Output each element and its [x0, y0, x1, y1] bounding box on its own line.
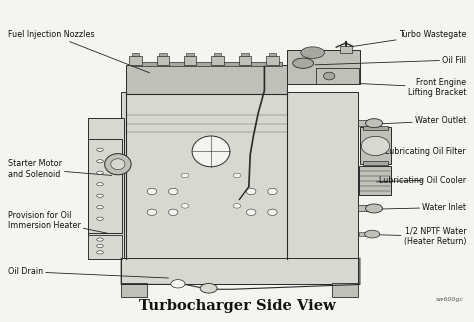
FancyBboxPatch shape — [129, 56, 142, 65]
Ellipse shape — [365, 119, 383, 128]
Ellipse shape — [97, 171, 103, 174]
Text: Fuel Injection Nozzles: Fuel Injection Nozzles — [8, 30, 150, 73]
Ellipse shape — [105, 154, 131, 175]
Ellipse shape — [323, 72, 335, 80]
Text: Starter Motor
and Solenoid: Starter Motor and Solenoid — [8, 159, 112, 179]
Ellipse shape — [97, 194, 103, 197]
Ellipse shape — [168, 209, 178, 215]
Ellipse shape — [97, 217, 103, 220]
Ellipse shape — [97, 206, 103, 209]
FancyBboxPatch shape — [359, 166, 391, 195]
Ellipse shape — [268, 209, 277, 215]
Ellipse shape — [246, 209, 256, 215]
Ellipse shape — [111, 159, 125, 170]
FancyBboxPatch shape — [266, 56, 279, 65]
Text: Oil Fill: Oil Fill — [315, 55, 466, 65]
Ellipse shape — [361, 136, 390, 156]
Ellipse shape — [168, 188, 178, 195]
FancyBboxPatch shape — [132, 53, 139, 56]
Text: Provision for Oil
Immersion Heater: Provision for Oil Immersion Heater — [8, 211, 107, 233]
Ellipse shape — [97, 183, 103, 186]
Ellipse shape — [365, 204, 383, 213]
FancyBboxPatch shape — [88, 118, 124, 259]
FancyBboxPatch shape — [211, 56, 224, 65]
FancyBboxPatch shape — [214, 53, 221, 56]
Ellipse shape — [365, 230, 380, 238]
Text: Front Engine
Lifting Bracket: Front Engine Lifting Bracket — [336, 78, 466, 97]
Ellipse shape — [192, 136, 230, 167]
FancyBboxPatch shape — [317, 68, 359, 84]
FancyBboxPatch shape — [241, 53, 249, 56]
Ellipse shape — [181, 173, 189, 178]
FancyBboxPatch shape — [298, 59, 310, 63]
Text: Lubricating Oil Filter: Lubricating Oil Filter — [379, 147, 466, 156]
FancyBboxPatch shape — [239, 56, 251, 65]
Text: Oil Drain: Oil Drain — [8, 267, 168, 278]
FancyBboxPatch shape — [131, 62, 282, 66]
Text: 1/2 NPTF Water
(Heater Return): 1/2 NPTF Water (Heater Return) — [376, 227, 466, 246]
FancyBboxPatch shape — [121, 258, 357, 284]
Ellipse shape — [233, 173, 241, 178]
FancyBboxPatch shape — [331, 283, 357, 297]
FancyBboxPatch shape — [357, 120, 376, 126]
FancyBboxPatch shape — [363, 161, 388, 165]
FancyBboxPatch shape — [363, 126, 388, 129]
FancyBboxPatch shape — [121, 259, 357, 284]
Ellipse shape — [97, 244, 103, 248]
Ellipse shape — [233, 204, 241, 208]
FancyBboxPatch shape — [159, 53, 166, 56]
Ellipse shape — [97, 238, 103, 241]
FancyBboxPatch shape — [184, 56, 196, 65]
Ellipse shape — [181, 204, 189, 208]
FancyBboxPatch shape — [121, 283, 147, 297]
FancyBboxPatch shape — [357, 205, 376, 211]
Text: sw600gc: sw600gc — [436, 297, 464, 302]
Ellipse shape — [268, 188, 277, 195]
FancyBboxPatch shape — [88, 235, 122, 259]
Ellipse shape — [97, 148, 103, 151]
FancyBboxPatch shape — [359, 232, 375, 236]
Text: Lubricating Oil Cooler: Lubricating Oil Cooler — [376, 176, 466, 185]
FancyBboxPatch shape — [360, 127, 391, 164]
Ellipse shape — [293, 58, 314, 68]
Ellipse shape — [200, 283, 217, 293]
Ellipse shape — [97, 251, 103, 254]
Ellipse shape — [246, 188, 256, 195]
Text: Turbo Wastegate: Turbo Wastegate — [348, 30, 466, 47]
Ellipse shape — [97, 160, 103, 163]
FancyBboxPatch shape — [88, 138, 122, 233]
Ellipse shape — [301, 47, 324, 58]
Text: Water Outlet: Water Outlet — [374, 117, 466, 126]
Ellipse shape — [171, 279, 185, 288]
FancyBboxPatch shape — [156, 56, 169, 65]
FancyBboxPatch shape — [121, 92, 357, 259]
Text: Water Inlet: Water Inlet — [376, 203, 466, 212]
Ellipse shape — [147, 209, 156, 215]
Text: Turbocharger Side View: Turbocharger Side View — [138, 299, 336, 313]
FancyBboxPatch shape — [126, 65, 287, 94]
FancyBboxPatch shape — [186, 53, 194, 56]
FancyBboxPatch shape — [287, 50, 360, 84]
FancyBboxPatch shape — [340, 46, 352, 52]
FancyBboxPatch shape — [269, 53, 276, 56]
Ellipse shape — [147, 188, 156, 195]
